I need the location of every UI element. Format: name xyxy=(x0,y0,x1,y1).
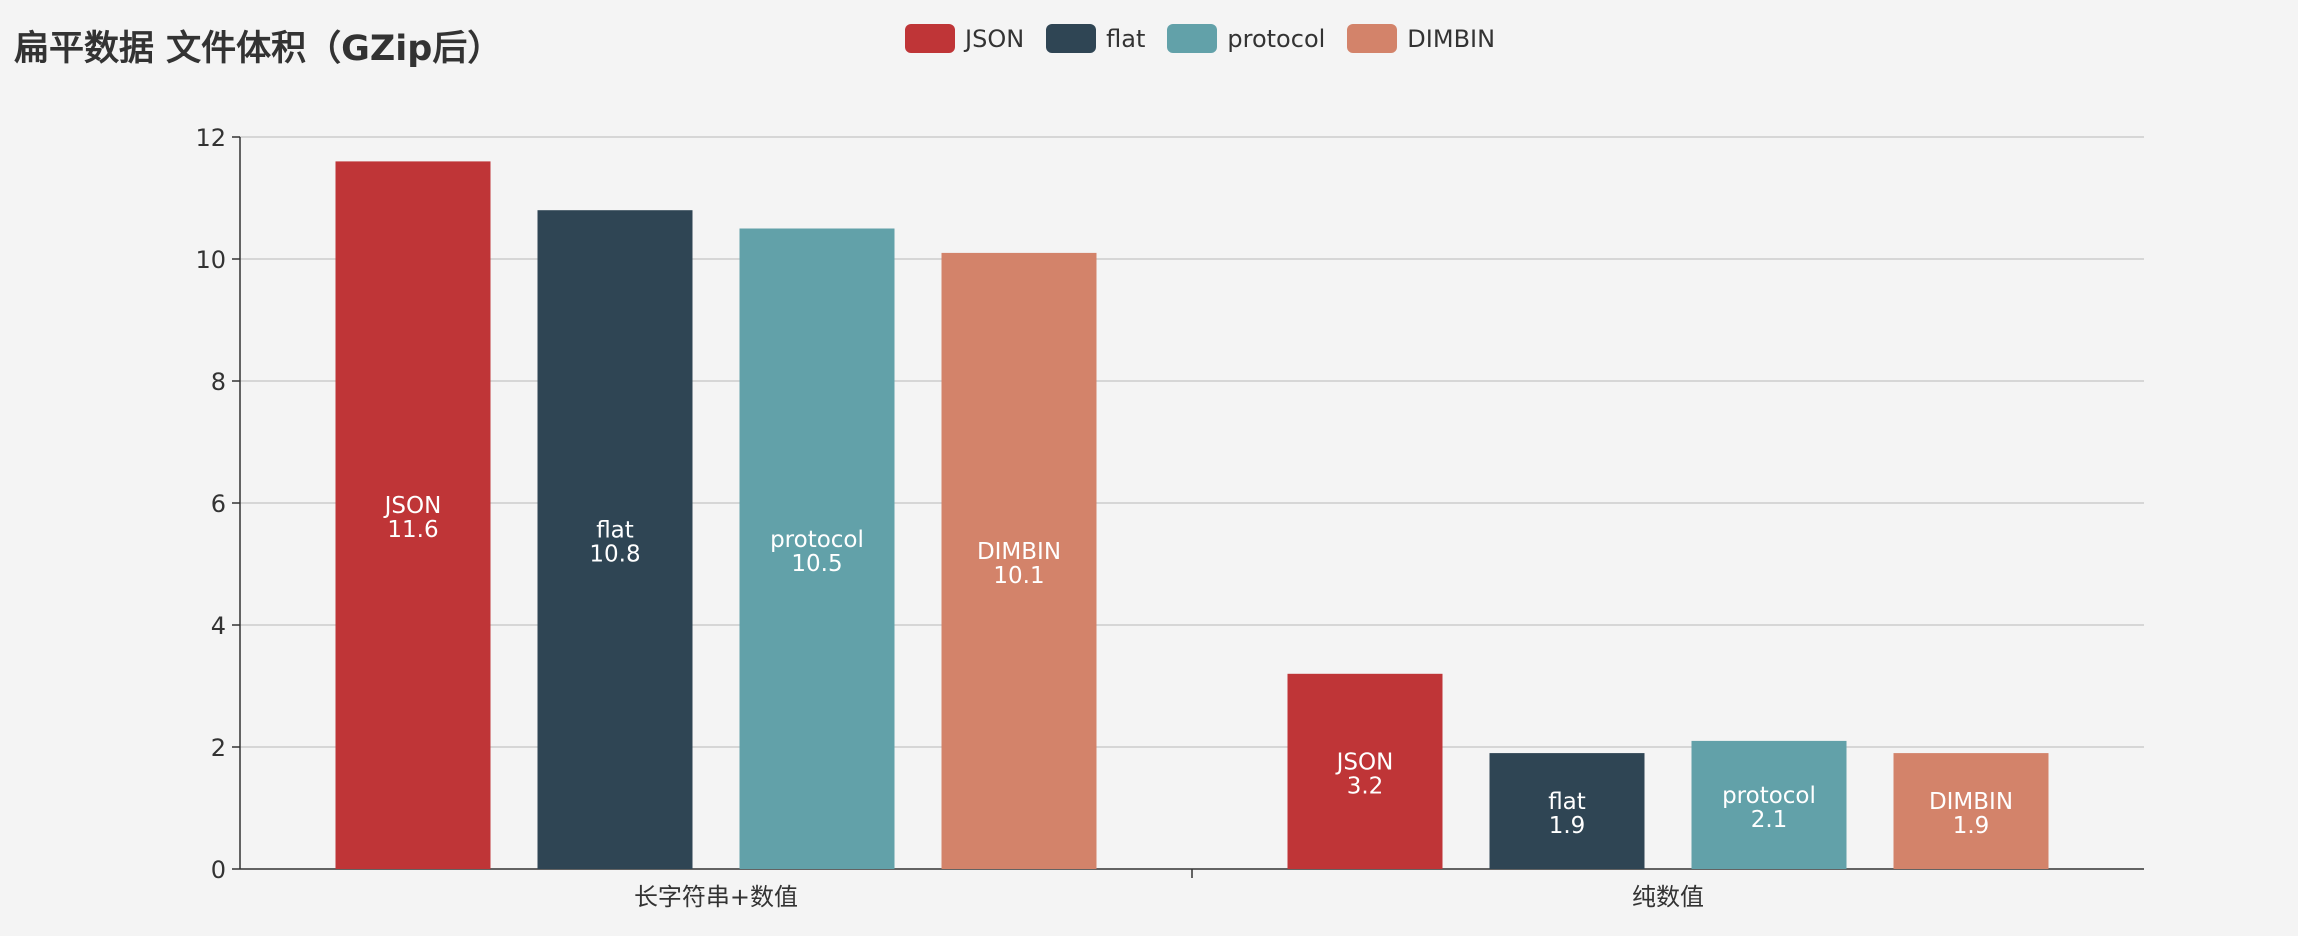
bar-protocol[interactable] xyxy=(739,228,895,870)
bar-dimbin[interactable] xyxy=(1893,753,2049,869)
legend-swatch-protocol xyxy=(1167,24,1218,53)
bar-label-series: JSON xyxy=(1335,749,1394,775)
bar-json[interactable] xyxy=(335,161,491,869)
legend-label-dimbin: DIMBIN xyxy=(1407,24,1496,53)
legend-label-json: JSON xyxy=(965,24,1025,53)
bar-label-value: 11.6 xyxy=(387,517,438,543)
legend-swatch-json xyxy=(905,24,955,53)
bar-label-series: protocol xyxy=(1722,783,1816,809)
bar-label-series: protocol xyxy=(770,527,864,553)
bar-label-series: DIMBIN xyxy=(977,539,1061,565)
bar-label-value: 3.2 xyxy=(1347,773,1384,799)
bar-flat[interactable] xyxy=(537,210,693,869)
bar-label-value: 10.8 xyxy=(589,542,640,568)
legend: JSON flat protocol DIMBIN xyxy=(905,24,1517,53)
y-tick-label: 6 xyxy=(211,490,226,518)
chart-title: 扁平数据 文件体积（GZip后） xyxy=(14,29,503,69)
legend-item-dimbin[interactable]: DIMBIN xyxy=(1347,24,1495,53)
bar-flat[interactable] xyxy=(1489,753,1645,869)
bar-label-series: DIMBIN xyxy=(1929,789,2013,815)
y-tick-label: 8 xyxy=(211,368,226,396)
y-tick-label: 4 xyxy=(211,612,226,640)
legend-swatch-flat xyxy=(1046,24,1097,53)
bar-label-value: 1.9 xyxy=(1953,813,1990,839)
y-tick-label: 12 xyxy=(195,124,226,152)
y-tick-label: 0 xyxy=(211,856,226,884)
bar-label-value: 2.1 xyxy=(1751,807,1788,833)
bar-label-series: flat xyxy=(596,518,634,544)
bar-dimbin[interactable] xyxy=(941,252,1097,869)
legend-swatch-dimbin xyxy=(1347,24,1398,53)
bar-json[interactable] xyxy=(1287,673,1443,869)
x-tick-label: 长字符串+数值 xyxy=(634,883,798,911)
legend-item-json[interactable]: JSON xyxy=(905,24,1024,53)
y-tick-label: 2 xyxy=(211,734,226,762)
bar-label-value: 10.1 xyxy=(993,563,1044,589)
bar-label-series: flat xyxy=(1548,789,1586,815)
bar-label-series: JSON xyxy=(383,493,442,519)
legend-item-protocol[interactable]: protocol xyxy=(1167,24,1325,53)
x-tick-label: 纯数值 xyxy=(1632,883,1704,911)
legend-item-flat[interactable]: flat xyxy=(1046,24,1145,53)
legend-label-protocol: protocol xyxy=(1227,24,1326,53)
bar-protocol[interactable] xyxy=(1691,740,1847,869)
bar-label-value: 10.5 xyxy=(791,551,842,577)
bar-label-value: 1.9 xyxy=(1549,813,1586,839)
legend-label-flat: flat xyxy=(1106,24,1146,53)
y-tick-label: 10 xyxy=(195,246,226,274)
